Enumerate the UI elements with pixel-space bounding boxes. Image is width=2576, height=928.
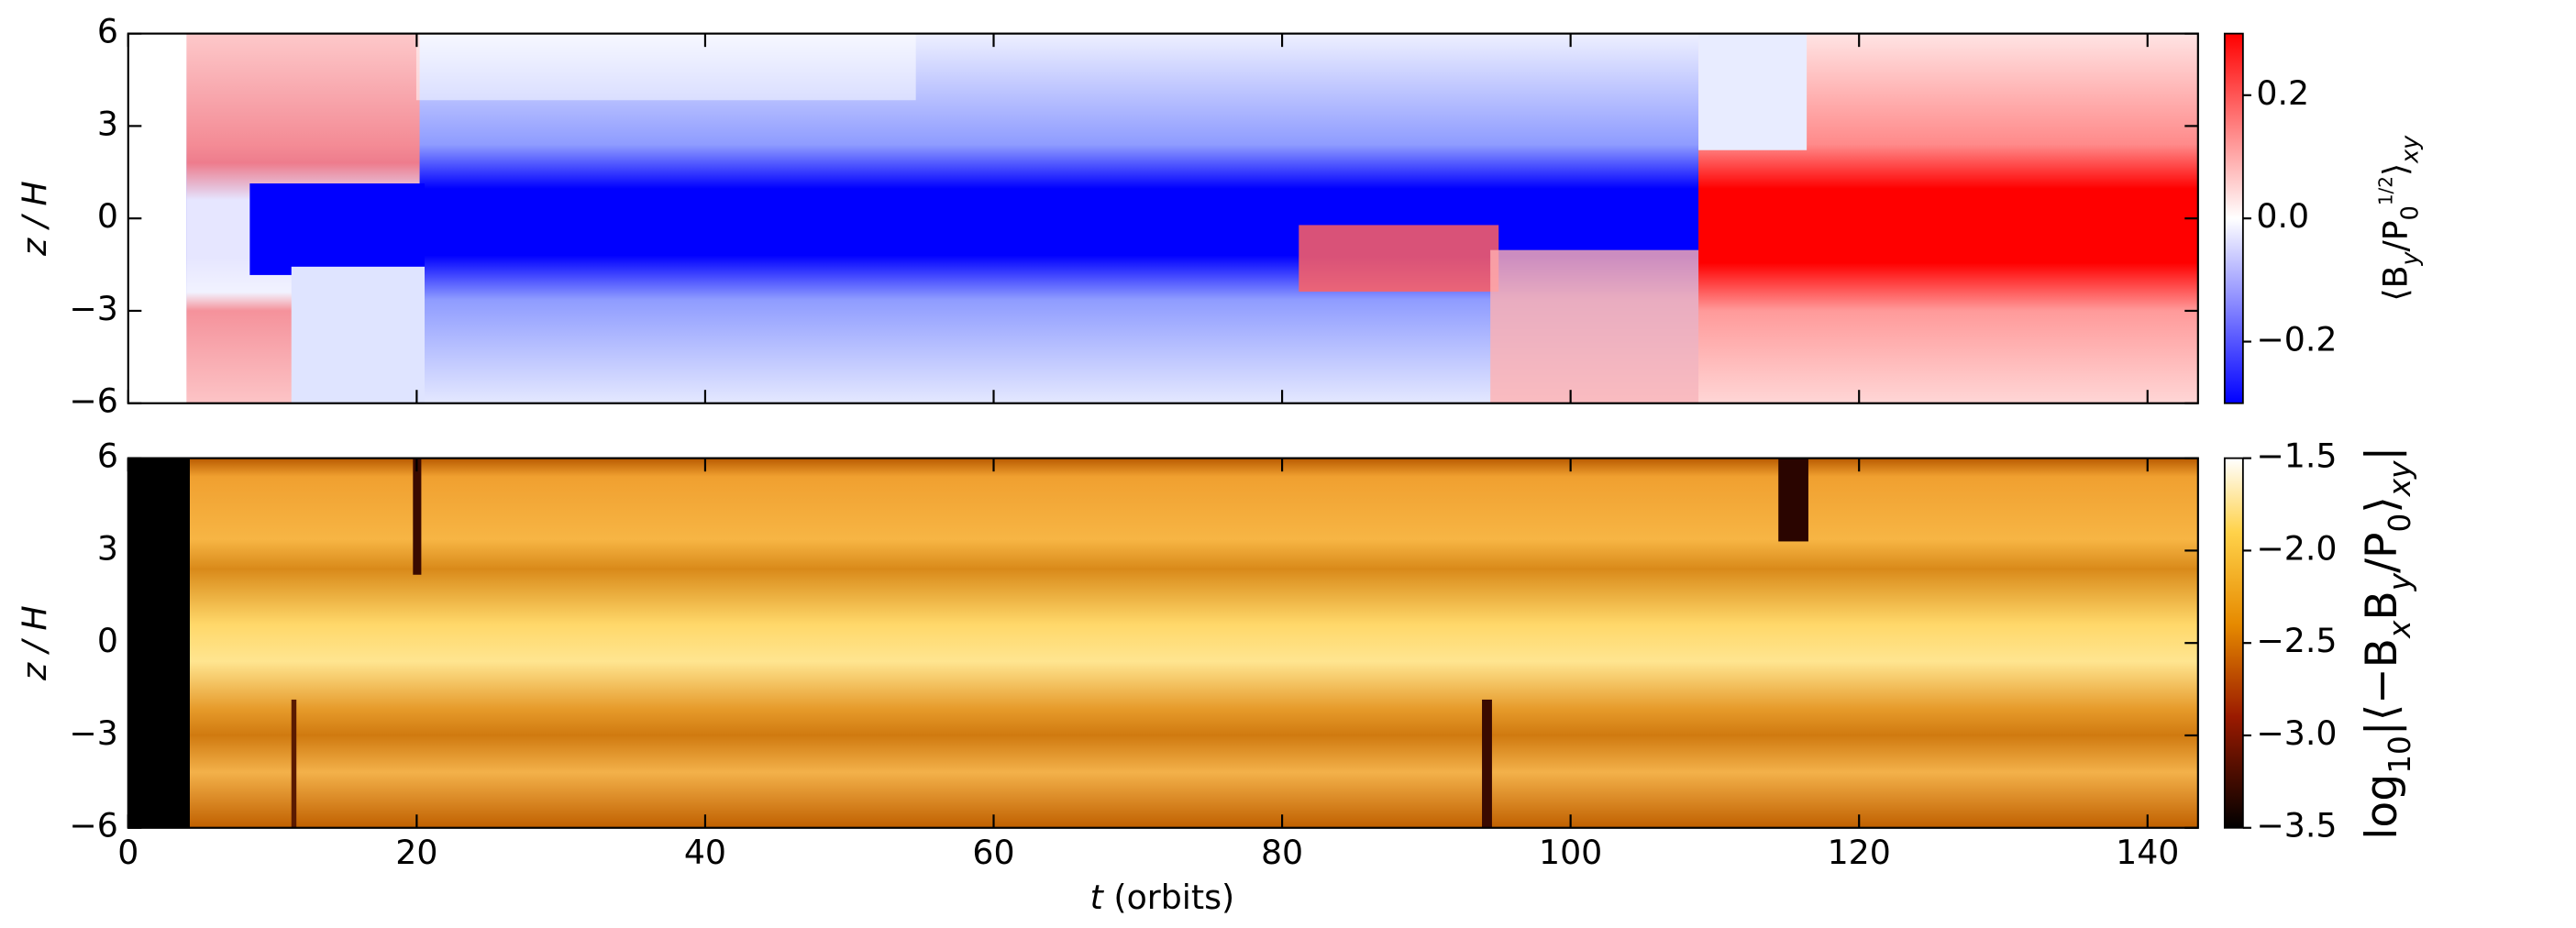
colorbar-tick-label: −1.5 xyxy=(2256,436,2337,476)
colorbar-tick-label: −0.2 xyxy=(2256,320,2337,359)
x-axis-label-part: (orbits) xyxy=(1103,878,1234,917)
label-part: 0 xyxy=(2396,205,2424,220)
label-part: |⟨−B xyxy=(2357,638,2407,735)
y-tick-label: −3 xyxy=(69,713,118,753)
x-axis-label: t (orbits) xyxy=(1090,878,1234,917)
y-axis-label: z / H xyxy=(15,605,54,681)
y-tick-label: 6 xyxy=(97,436,118,476)
label-part: xy xyxy=(2383,460,2417,497)
x-tick-label: 40 xyxy=(684,833,726,872)
colorbar-tick-label: −3.0 xyxy=(2256,713,2337,753)
colorbar-top xyxy=(2223,32,2244,404)
x-tick-label: 20 xyxy=(395,833,437,872)
label-part: B xyxy=(2357,591,2407,620)
y-axis-label: z / H xyxy=(15,181,54,257)
colorbar-tick-label: −2.0 xyxy=(2256,528,2337,568)
colorbar-tick-label: −3.5 xyxy=(2256,806,2337,845)
x-tick-label: 120 xyxy=(1828,833,1891,872)
label-part: ⟩ xyxy=(2357,496,2407,513)
x-axis-label-part: t xyxy=(1090,878,1105,917)
x-tick-label: 80 xyxy=(1261,833,1303,872)
label-part: log xyxy=(2357,774,2407,840)
y-tick-label: 0 xyxy=(97,621,118,660)
label-part: y xyxy=(2396,251,2424,267)
heatmap-bottom xyxy=(127,458,2198,828)
label-part: | xyxy=(2357,447,2407,461)
label-part: 0 xyxy=(2383,514,2417,533)
colorbar-tick-label: 0.2 xyxy=(2256,73,2309,113)
colorbar-tick-label: −2.5 xyxy=(2256,621,2337,660)
label-part: /P xyxy=(2376,220,2416,251)
y-tick-label: 3 xyxy=(97,104,118,143)
label-part: xy xyxy=(2396,135,2424,164)
y-tick-label: −6 xyxy=(69,806,118,845)
label-part: x xyxy=(2383,620,2417,639)
y-tick-label: 6 xyxy=(97,12,118,51)
y-tick-label: −3 xyxy=(69,289,118,328)
x-tick-label: 0 xyxy=(117,833,138,872)
heatmap-top xyxy=(127,33,2198,403)
y-tick-label: −6 xyxy=(69,381,118,421)
label-part: 10 xyxy=(2383,735,2417,774)
label-part: /P xyxy=(2357,532,2407,572)
label-part: 1/2 xyxy=(2374,176,2396,205)
colorbar-label: ⟨By/P01/2⟩xy xyxy=(2374,135,2424,302)
colorbar-bottom xyxy=(2223,457,2244,829)
colorbar-tick-label: 0.0 xyxy=(2256,196,2309,236)
x-tick-label: 60 xyxy=(972,833,1014,872)
y-tick-label: 0 xyxy=(97,196,118,236)
y-tick-label: 3 xyxy=(97,528,118,568)
x-tick-label: 100 xyxy=(1539,833,1602,872)
label-part: ⟨B xyxy=(2376,266,2416,302)
label-part: ⟩ xyxy=(2376,163,2416,176)
colorbar-label: log10|⟨−BxBy/P0⟩xy| xyxy=(2357,447,2417,840)
x-tick-label: 140 xyxy=(2116,833,2179,872)
label-part: y xyxy=(2383,572,2417,591)
